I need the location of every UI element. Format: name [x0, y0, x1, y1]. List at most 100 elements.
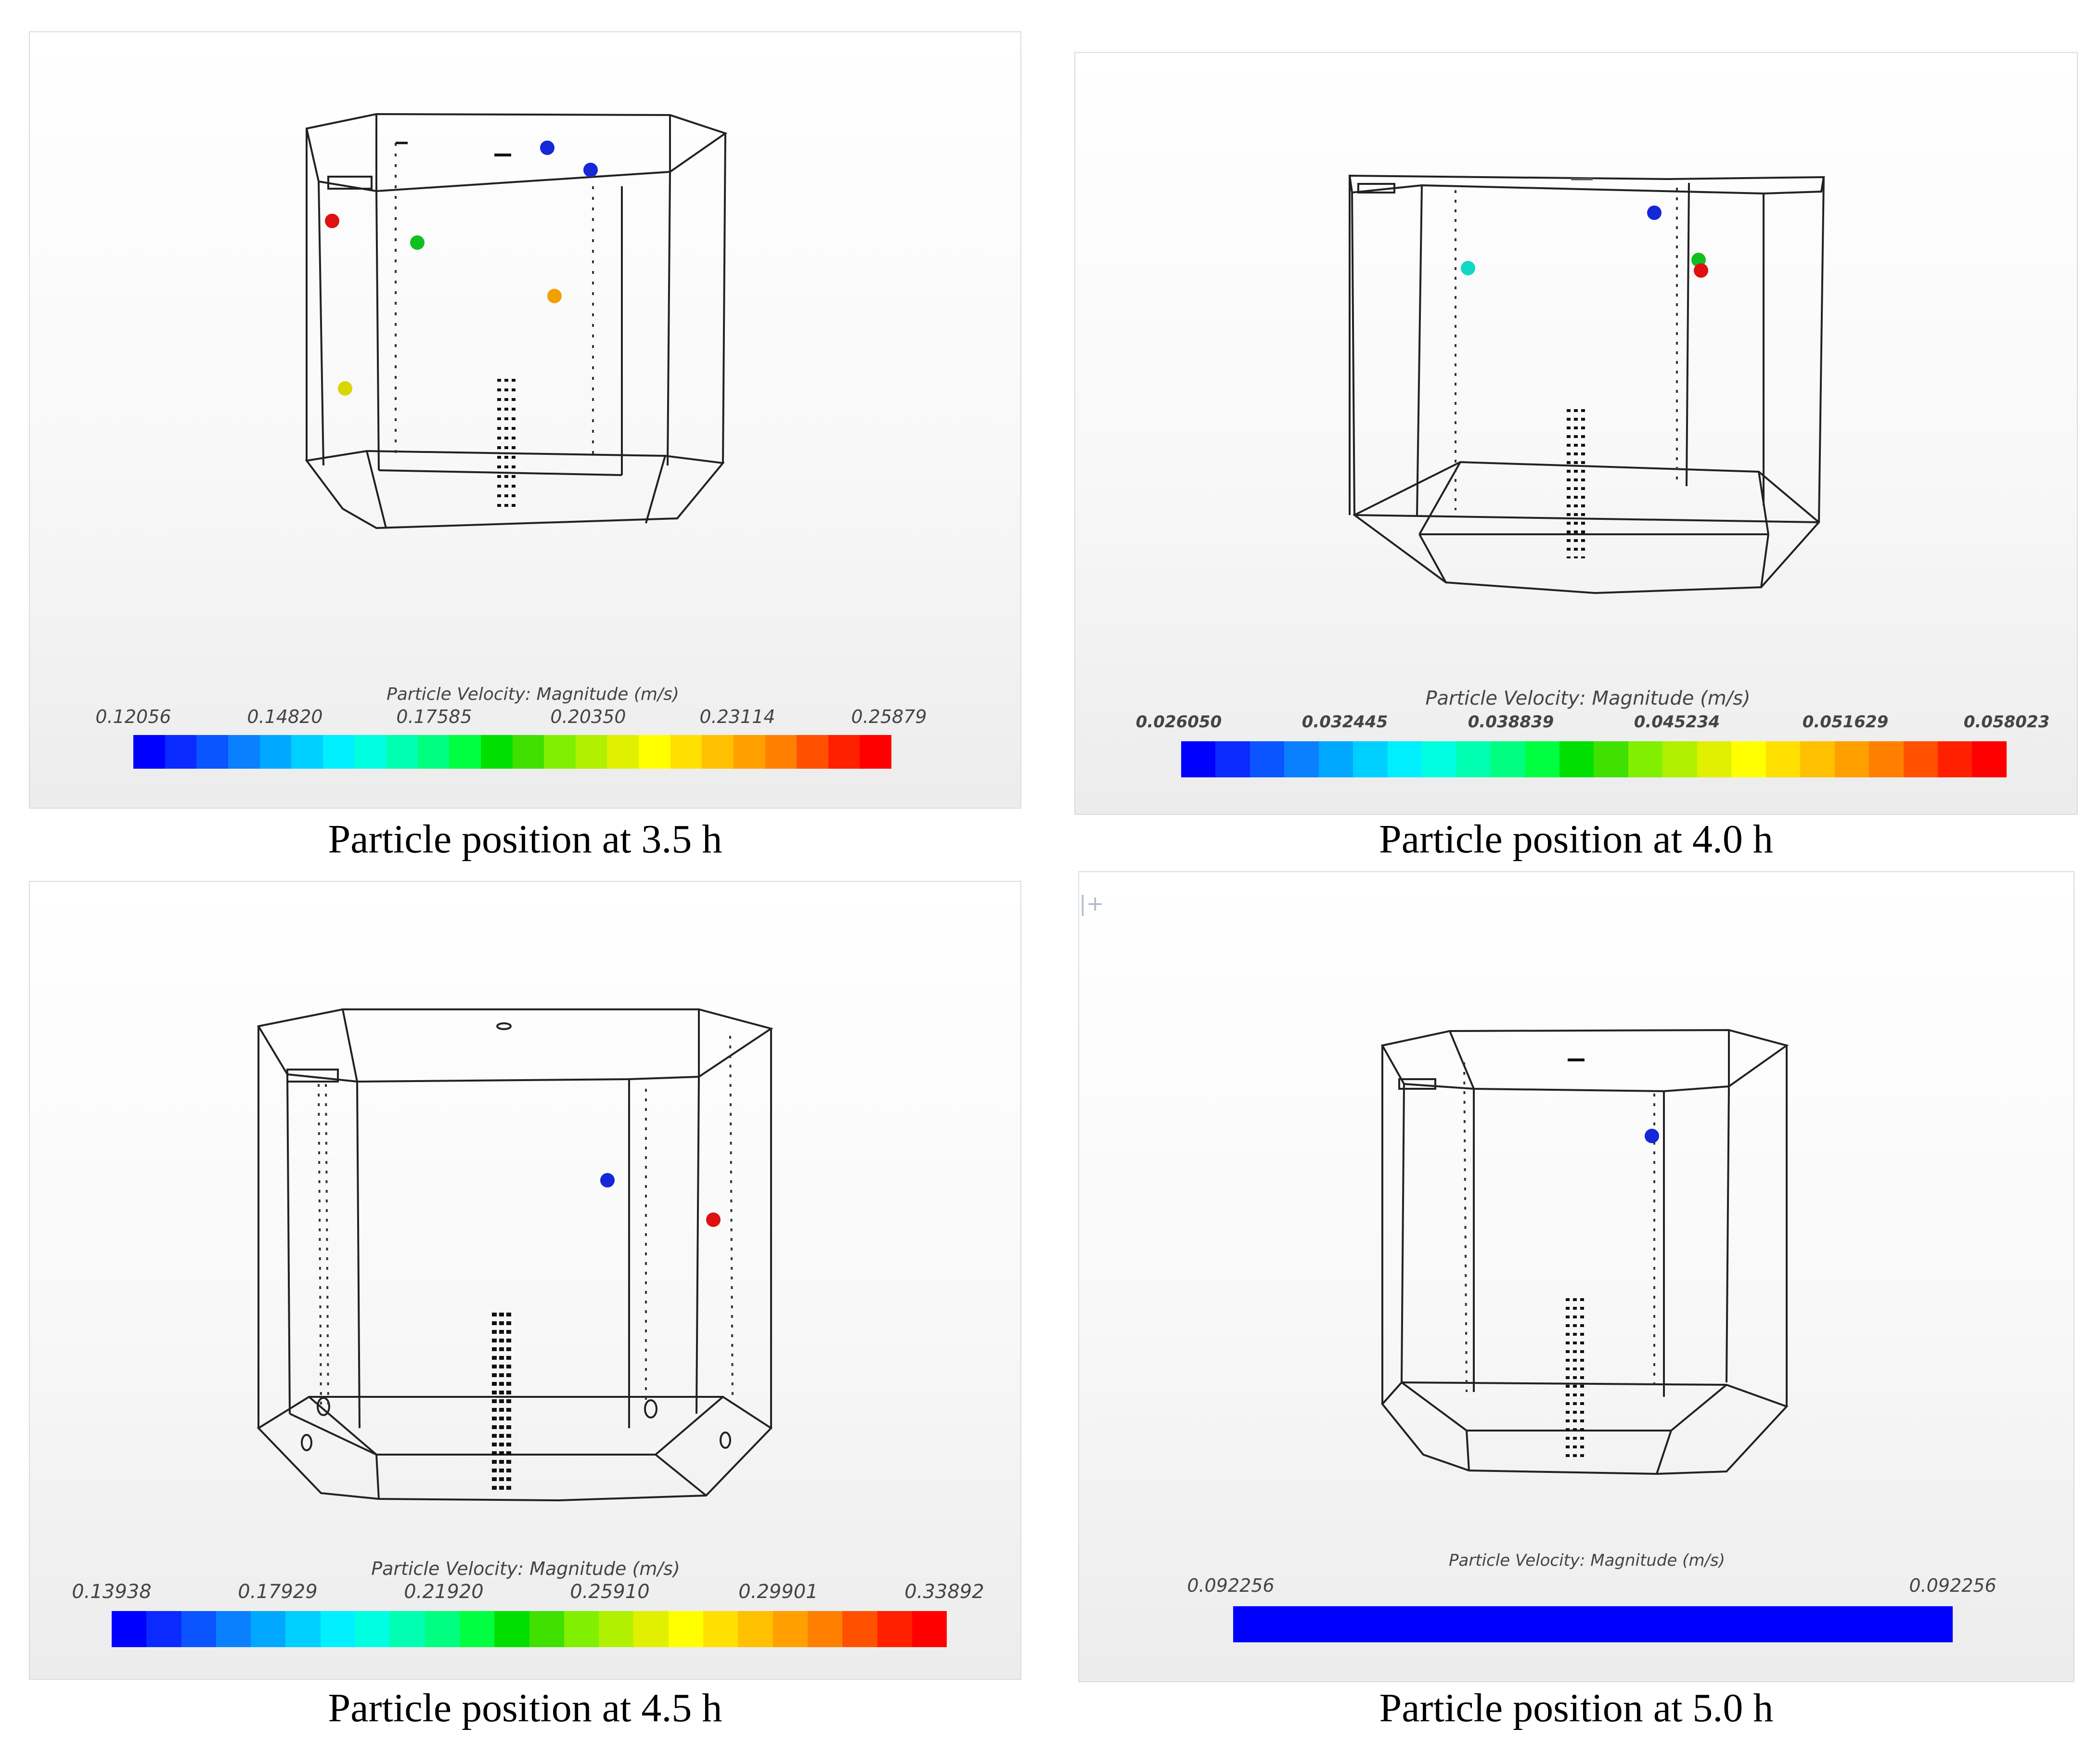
colorbar-segment: [285, 1611, 321, 1647]
colorbar-segment: [320, 1611, 356, 1647]
colorbar-segment: [1456, 741, 1491, 777]
colorbar-gradient: [1181, 741, 2007, 777]
colorbar-segment: [354, 735, 386, 769]
colorbar-segment: [828, 735, 860, 769]
colorbar-segment: [1765, 741, 1801, 777]
colorbar-segment: [1869, 741, 1904, 777]
colorbar-segment: [607, 735, 639, 769]
colorbar-segment: [668, 1611, 704, 1647]
wireframe-tank-4-0h: [1348, 174, 1825, 594]
panel-4-5h: Particle Velocity: Magnitude (m/s) 0.139…: [29, 881, 1021, 1680]
colorbar-segment: [860, 735, 891, 769]
colorbar-segment: [425, 1611, 460, 1647]
colorbar-segment: [181, 1611, 216, 1647]
colorbar-segment: [1937, 741, 1972, 777]
colorbar-segment: [544, 735, 576, 769]
wireframe-tank-3-5h: [305, 113, 728, 529]
colorbar-segment: [639, 735, 670, 769]
colorbar-tick: 0.026050: [1135, 712, 1222, 732]
colorbar-segment: [1628, 741, 1663, 777]
colorbar-segment: [877, 1611, 912, 1647]
colorbar-segment: [1559, 741, 1594, 777]
colorbar-tick: 0.17929: [238, 1581, 318, 1603]
colorbar-segment: [1250, 741, 1285, 777]
colorbar-tick: 0.17585: [396, 706, 472, 727]
particle-green: [410, 235, 425, 250]
colorbar-title: Particle Velocity: Magnitude (m/s): [371, 1558, 680, 1579]
colorbar-gradient: [112, 1611, 947, 1647]
colorbar-segment: [216, 1611, 251, 1647]
colorbar-tick: 0.13938: [72, 1581, 152, 1603]
colorbar-segment: [702, 735, 734, 769]
colorbar-segment: [633, 1611, 669, 1647]
colorbar-segment: [1903, 741, 1938, 777]
colorbar-tick: 0.21920: [404, 1581, 484, 1603]
colorbar-segment: [738, 1611, 773, 1647]
colorbar-segment: [564, 1611, 599, 1647]
colorbar-segment: [1387, 741, 1422, 777]
caption-4-5h: Particle position at 4.5 h: [328, 1686, 722, 1730]
colorbar-segment: [529, 1611, 564, 1647]
colorbar-segment: [1353, 741, 1388, 777]
colorbar-segment: [1800, 741, 1835, 777]
panel-3-5h: Particle Velocity: Magnitude (m/s) 0.120…: [29, 31, 1021, 809]
colorbar-segment: [146, 1611, 181, 1647]
colorbar-segment: [165, 735, 197, 769]
colorbar-tick: 0.032445: [1301, 712, 1388, 732]
particle-red: [706, 1212, 721, 1227]
colorbar-segment: [355, 1611, 390, 1647]
colorbar-tick: 0.33892: [904, 1581, 984, 1603]
colorbar-segment: [1525, 741, 1559, 777]
colorbar-tick: 0.23114: [699, 706, 775, 727]
colorbar-title: Particle Velocity: Magnitude (m/s): [1449, 1551, 1725, 1570]
colorbar-segment: [251, 1611, 286, 1647]
particle-blue: [583, 163, 598, 177]
panel-5-0h: |+: [1078, 871, 2074, 1682]
colorbar-uniform: [1233, 1606, 1953, 1642]
particle-blue: [540, 141, 554, 155]
colorbar-tick: 0.25910: [570, 1581, 650, 1603]
colorbar-segment: [291, 735, 323, 769]
colorbar-tick: 0.25879: [851, 706, 927, 727]
particle-blue: [1647, 206, 1662, 220]
particle-blue: [600, 1173, 615, 1187]
colorbar-segment: [765, 735, 797, 769]
colorbar-tick: 0.20350: [550, 706, 626, 727]
colorbar-segment: [912, 1611, 947, 1647]
wireframe-tank-4-5h: [257, 1008, 773, 1502]
colorbar-segment: [1731, 741, 1766, 777]
colorbar-segment: [1697, 741, 1732, 777]
colorbar-segment: [459, 1611, 495, 1647]
panel-4-0h: Particle Velocity: Magnitude (m/s) 0.026…: [1074, 52, 2078, 815]
colorbar-segment: [807, 1611, 843, 1647]
colorbar-title: Particle Velocity: Magnitude (m/s): [387, 684, 679, 704]
colorbar-tick: 0.038839: [1468, 712, 1554, 732]
colorbar-segment: [512, 735, 544, 769]
colorbar-tick: 0.12056: [95, 706, 171, 727]
caption-4-0h: Particle position at 4.0 h: [1379, 817, 1773, 862]
colorbar-segment: [228, 735, 260, 769]
colorbar-segment: [703, 1611, 738, 1647]
colorbar-segment: [417, 735, 450, 769]
colorbar-segment: [480, 735, 513, 769]
colorbar-segment: [1181, 741, 1216, 777]
plus-cursor-icon: |+: [1079, 891, 1104, 916]
wireframe-tank-5-0h: [1380, 1029, 1789, 1475]
colorbar-segment: [1491, 741, 1525, 777]
colorbar-segment: [670, 735, 702, 769]
colorbar-tick: 0.045234: [1634, 712, 1720, 732]
colorbar-segment: [773, 1611, 808, 1647]
colorbar-tick: 0.058023: [1963, 712, 2050, 732]
colorbar-segment: [842, 1611, 877, 1647]
colorbar-segment: [733, 735, 765, 769]
particle-red: [325, 214, 339, 228]
colorbar-segment: [494, 1611, 529, 1647]
colorbar-segment: [259, 735, 292, 769]
colorbar-segment: [133, 735, 165, 769]
colorbar-segment: [1834, 741, 1869, 777]
colorbar-gradient: [133, 735, 891, 769]
colorbar-segment: [1422, 741, 1456, 777]
particle-yellow: [338, 381, 352, 396]
colorbar-tick: 0.29901: [738, 1581, 818, 1603]
particle-cyan: [1461, 261, 1475, 275]
